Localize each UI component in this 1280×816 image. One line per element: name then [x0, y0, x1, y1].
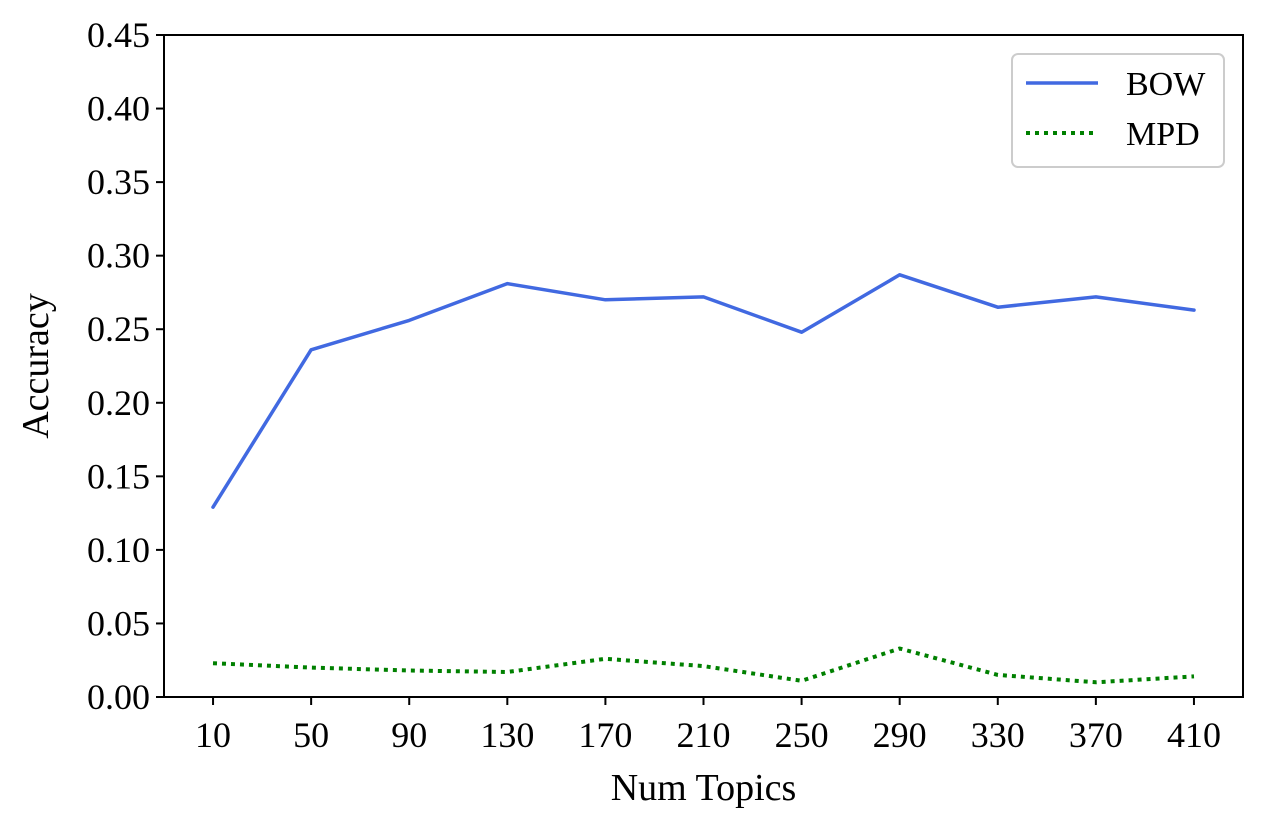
legend-label-mpd: MPD — [1126, 116, 1200, 153]
legend: BOW MPD — [1011, 53, 1225, 168]
y-tick-label: 0.40 — [87, 89, 150, 129]
y-axis-label: Accuracy — [15, 293, 57, 439]
x-tick-label: 370 — [1069, 715, 1123, 755]
x-tick-label: 90 — [391, 715, 427, 755]
y-tick-label: 0.45 — [87, 15, 150, 55]
x-axis-label: Num Topics — [611, 767, 797, 809]
x-tick-label: 210 — [677, 715, 731, 755]
series-group — [211, 273, 1196, 685]
x-tick-label: 410 — [1167, 715, 1221, 755]
y-tick-label: 0.20 — [87, 383, 150, 423]
y-tick-label: 0.15 — [87, 456, 150, 496]
x-tick-label: 250 — [775, 715, 829, 755]
y-tick-label: 0.25 — [87, 309, 150, 349]
x-tick-label: 290 — [873, 715, 927, 755]
y-tick-label: 0.30 — [87, 236, 150, 276]
y-tick-label: 0.10 — [87, 530, 150, 570]
y-tick-label: 0.35 — [87, 162, 150, 202]
y-tick-label: 0.05 — [87, 603, 150, 643]
x-tick-label: 330 — [971, 715, 1025, 755]
x-tick-label: 130 — [480, 715, 534, 755]
x-tick-label: 50 — [293, 715, 329, 755]
series-line-bow — [211, 273, 1196, 509]
legend-label-bow: BOW — [1126, 66, 1206, 103]
series-line-mpd — [212, 646, 1195, 685]
x-tick-label: 10 — [195, 715, 231, 755]
x-tick-label: 170 — [578, 715, 632, 755]
axes: 0.00 0.05 0.10 0.15 0.20 0.25 0.30 0.35 0.40 0.45… — [87, 15, 1221, 755]
y-tick-label: 0.00 — [87, 677, 150, 717]
